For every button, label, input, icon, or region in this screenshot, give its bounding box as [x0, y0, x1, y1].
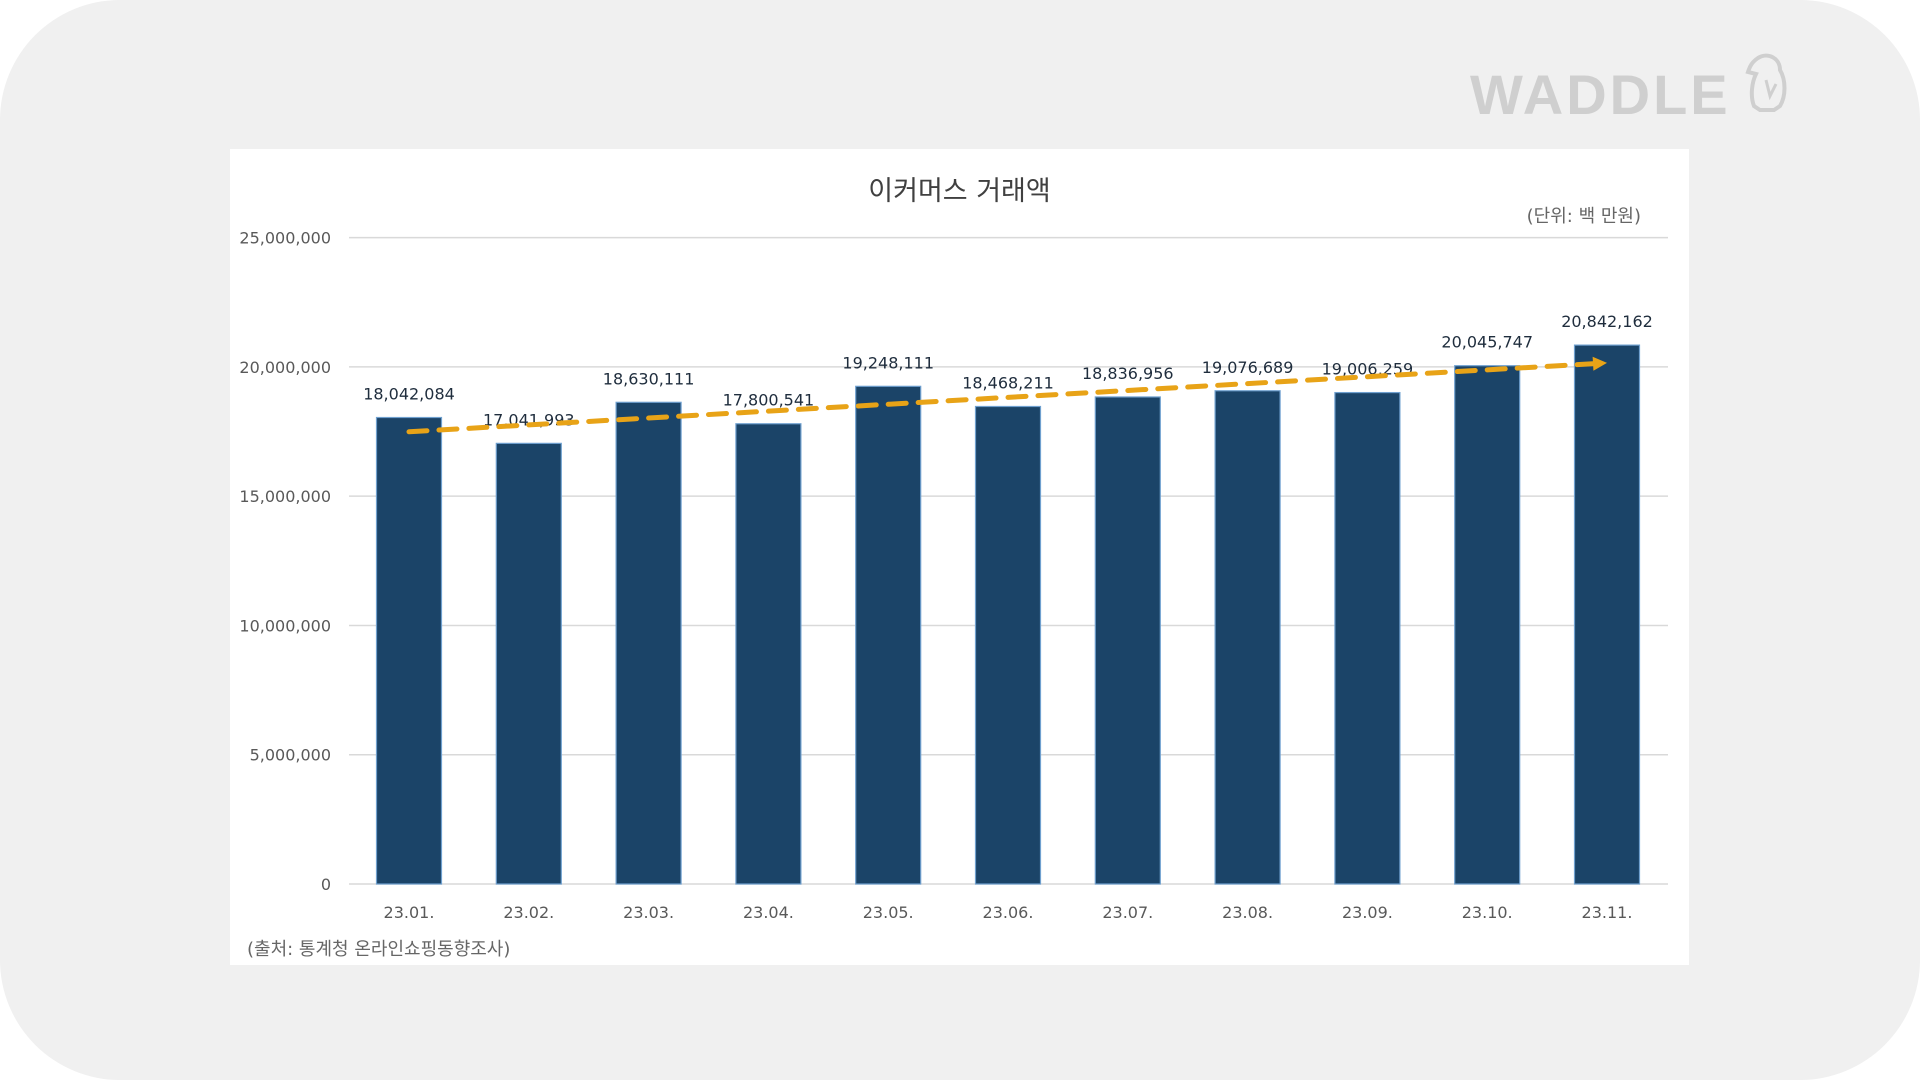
data-label: 19,076,689: [1202, 358, 1294, 377]
trendline: [406, 361, 1600, 435]
chart-card: 이커머스 거래액 (단위: 백 만원) 0 5,000,000 10,000,000…: [230, 149, 1689, 965]
bar: [1214, 390, 1281, 885]
trendline-arrow-icon: [1592, 356, 1607, 371]
y-tick-label: 25,000,000: [239, 229, 331, 248]
unit-note: (단위: 백 만원): [1526, 206, 1641, 227]
x-tick-label: 23.03.: [623, 903, 674, 922]
bar: [1573, 344, 1641, 885]
data-label: 19,248,111: [842, 353, 934, 372]
y-tick-label: 10,000,000: [239, 616, 331, 635]
y-tick-label: 0: [321, 875, 331, 894]
x-tick-label: 23.04.: [743, 903, 794, 922]
bar: [855, 385, 922, 885]
data-label: 20,842,162: [1561, 312, 1653, 331]
y-tick-label: 20,000,000: [239, 358, 331, 377]
x-tick-label: 23.01.: [384, 903, 435, 922]
x-tick-label: 23.06.: [983, 903, 1034, 922]
bar: [495, 442, 562, 885]
penguin-icon: [1745, 53, 1787, 112]
bar: [615, 401, 682, 885]
bar: [1454, 365, 1521, 885]
data-label: 18,468,211: [962, 373, 1054, 392]
source-note: (출처: 통계청 온라인쇼핑동향조사): [247, 939, 511, 960]
bar: [735, 423, 802, 885]
bar: [974, 405, 1042, 885]
x-tick-label: 23.08.: [1222, 903, 1273, 922]
y-tick-label: 15,000,000: [239, 487, 331, 506]
data-label: 19,006,259: [1322, 360, 1414, 379]
waddle-logo: WADDLE: [1470, 63, 1731, 126]
bar-chart: 0 5,000,000 10,000,000 15,000,000 20,000,000…: [239, 229, 1668, 922]
bar: [375, 416, 443, 885]
data-label: 18,042,084: [363, 385, 455, 404]
chart-title: 이커머스 거래액: [868, 176, 1051, 207]
x-tick-label: 23.02.: [503, 903, 554, 922]
data-label: 20,045,747: [1441, 333, 1533, 352]
data-label: 17,800,541: [723, 391, 815, 410]
bar: [1334, 391, 1401, 885]
bar: [1094, 396, 1161, 885]
x-tick-label: 23.07.: [1102, 903, 1153, 922]
x-tick-label: 23.09.: [1342, 903, 1393, 922]
x-tick-label: 23.10.: [1462, 903, 1513, 922]
data-label: 18,630,111: [603, 369, 695, 388]
data-label: 18,836,956: [1082, 364, 1174, 383]
x-tick-label: 23.11.: [1582, 903, 1633, 922]
y-tick-label: 5,000,000: [250, 746, 331, 765]
x-tick-label: 23.05.: [863, 903, 914, 922]
